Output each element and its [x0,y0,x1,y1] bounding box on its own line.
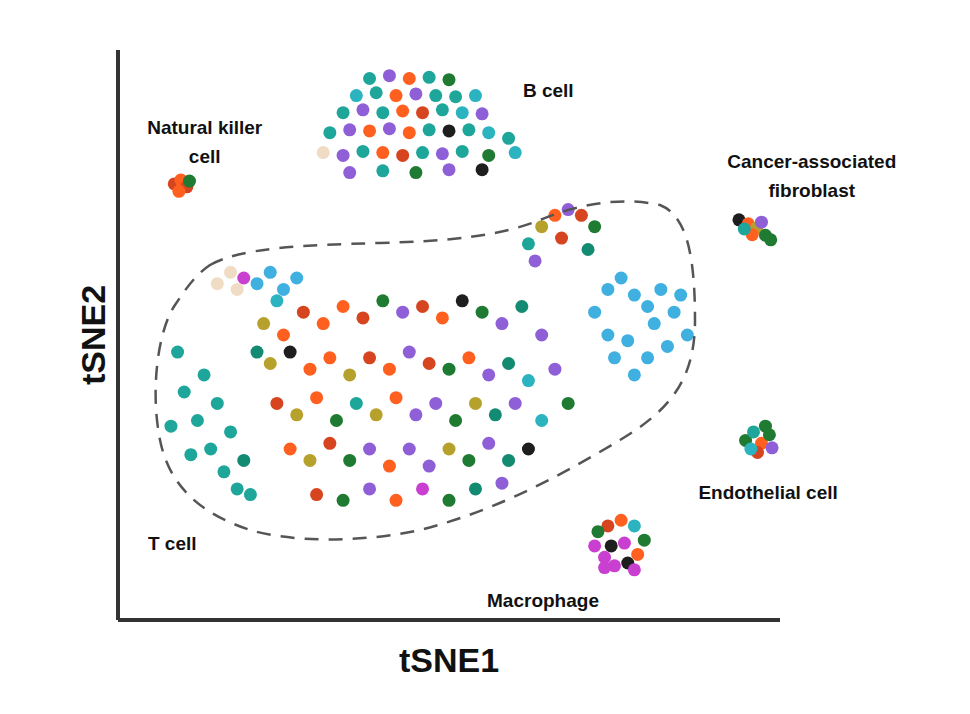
svg-text:T cell: T cell [148,533,197,554]
svg-text:Macrophage: Macrophage [487,590,599,611]
svg-text:tSNE2: tSNE2 [74,285,112,385]
svg-text:Natural killercell: Natural killercell [147,116,263,166]
svg-text:B cell: B cell [523,79,574,100]
svg-text:Endothelial cell: Endothelial cell [698,481,837,502]
svg-text:Cancer-associatedfibroblast: Cancer-associatedfibroblast [727,150,896,200]
svg-text:tSNE1: tSNE1 [399,641,499,679]
